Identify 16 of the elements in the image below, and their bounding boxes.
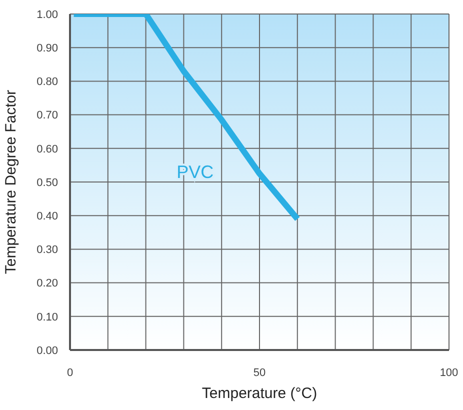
y-tick-label: 0.60 <box>36 143 58 156</box>
x-tick-label: 0 <box>66 367 74 379</box>
y-tick-label: 0.50 <box>36 176 58 189</box>
x-axis-title: Temperature (°C) <box>202 385 318 402</box>
y-tick-label: 0.80 <box>36 76 58 88</box>
y-tick-label: 0.20 <box>36 278 58 290</box>
y-tick-label: 0.70 <box>36 110 58 122</box>
y-tick-label: 0.90 <box>36 42 58 55</box>
x-tick-label: 100 <box>440 367 458 379</box>
y-tick-label: 0.00 <box>36 344 58 357</box>
y-tick-label: 0.30 <box>36 244 58 256</box>
y-axis-title: Temperature Degree Factor <box>2 90 20 274</box>
y-tick-label: 0.10 <box>36 311 58 324</box>
x-tick-label: 50 <box>253 367 266 379</box>
y-tick-label: 0.40 <box>36 210 58 223</box>
y-tick-label: 1.00 <box>36 8 58 21</box>
